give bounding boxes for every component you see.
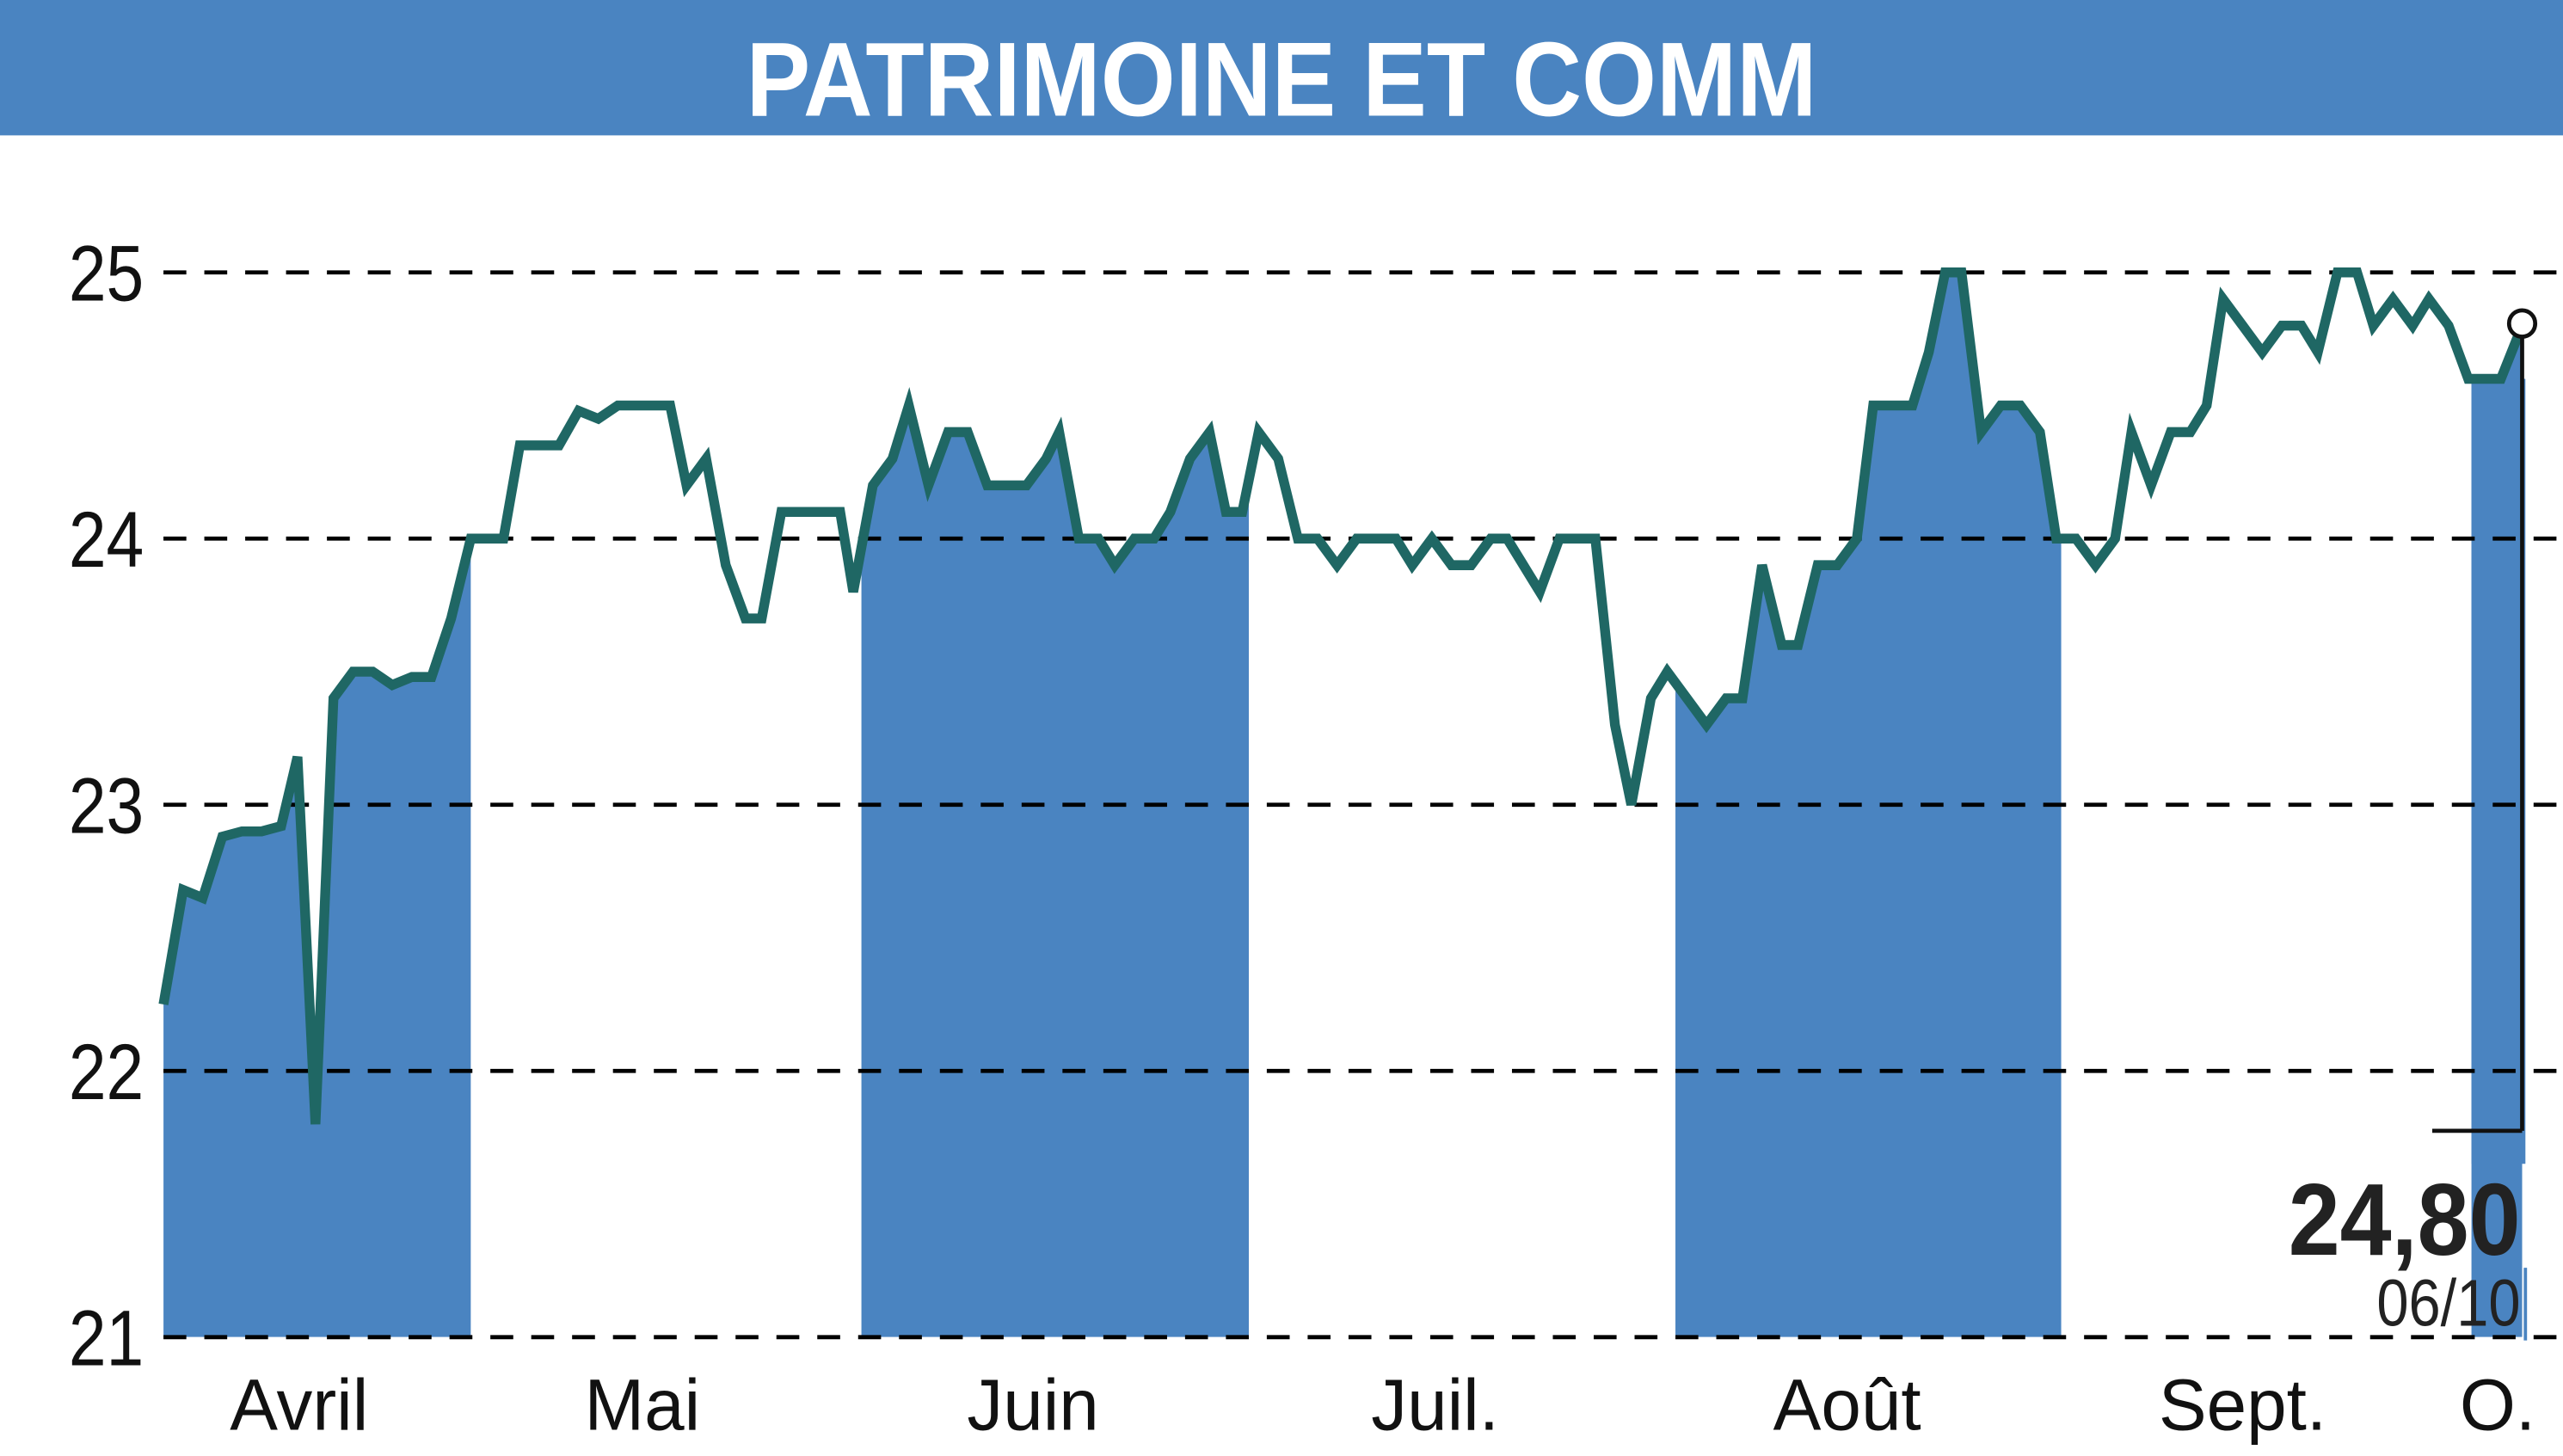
y-axis-labels: 21 22 23 24 25 xyxy=(69,230,144,1383)
y-tick-label: 23 xyxy=(69,762,144,851)
month-band-juin xyxy=(861,272,1249,1337)
y-tick-label: 21 xyxy=(69,1294,144,1383)
x-tick-label: Juin xyxy=(967,1364,1098,1445)
price-line xyxy=(158,267,2527,1125)
x-tick-label: O. xyxy=(2460,1364,2535,1445)
y-tick-label: 22 xyxy=(69,1029,144,1117)
last-date-label: 06/10 xyxy=(2376,1267,2520,1340)
last-point-marker xyxy=(2506,308,2538,339)
x-tick-label: Sept. xyxy=(2159,1364,2326,1445)
month-band-août xyxy=(1675,272,2062,1337)
last-value-label: 24,80 xyxy=(2289,1163,2521,1277)
x-tick-label: Juil. xyxy=(1371,1364,1499,1445)
x-tick-label: Mai xyxy=(585,1364,701,1445)
gridlines xyxy=(163,270,2563,1340)
x-tick-label: Août xyxy=(1773,1364,1921,1445)
month-band-avril xyxy=(163,272,471,1337)
header-band xyxy=(0,0,2563,136)
last-period-band xyxy=(2471,378,2526,1164)
area-fills xyxy=(163,272,2526,1337)
y-tick-label: 24 xyxy=(69,495,144,584)
chart-title: PATRIMOINE ET COMM xyxy=(747,20,1817,138)
x-axis-labels: Avril Mai Juin Juil. Août Sept. O. xyxy=(230,1364,2535,1445)
y-tick-label: 25 xyxy=(69,230,144,318)
x-tick-label: Avril xyxy=(230,1364,368,1445)
